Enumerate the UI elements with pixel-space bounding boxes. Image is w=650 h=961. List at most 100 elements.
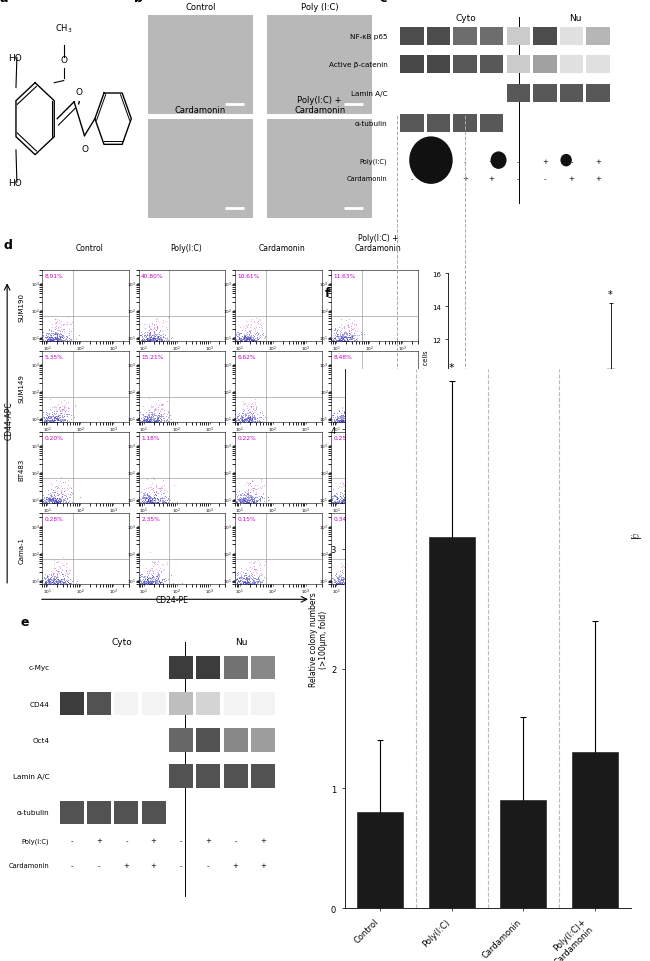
Point: [153, 402, 163, 417]
Point: [146, 344, 156, 359]
Point: [122, 315, 132, 331]
Point: [33, 410, 44, 426]
Point: [335, 586, 346, 602]
Point: [140, 412, 150, 428]
Point: [249, 341, 259, 357]
Point: [237, 574, 247, 589]
Point: [58, 499, 69, 514]
Point: [240, 494, 251, 509]
Point: [244, 586, 254, 602]
Point: [242, 573, 252, 588]
Point: [311, 313, 321, 329]
Point: [350, 493, 361, 508]
Point: [252, 414, 263, 430]
Point: [356, 411, 366, 427]
Point: [150, 583, 160, 599]
Point: [134, 416, 144, 431]
Point: [246, 413, 257, 429]
Point: [244, 425, 255, 440]
Point: [139, 333, 150, 348]
Point: [118, 319, 129, 334]
Point: [250, 334, 260, 350]
Point: [340, 412, 350, 428]
Point: [60, 505, 70, 520]
Point: [244, 582, 255, 598]
Point: [156, 398, 166, 413]
Point: [46, 411, 57, 427]
Point: [337, 576, 348, 591]
Point: [341, 555, 351, 571]
Point: [237, 351, 247, 366]
Point: [60, 335, 71, 351]
Point: [50, 336, 60, 352]
Point: [140, 330, 151, 345]
Point: [239, 583, 249, 599]
Point: [64, 401, 74, 416]
Point: [337, 584, 348, 600]
Point: [333, 420, 343, 435]
Point: [346, 566, 356, 581]
Point: [153, 333, 164, 348]
Point: [343, 571, 354, 586]
Point: [122, 321, 132, 336]
Point: [138, 418, 149, 433]
Point: [45, 422, 55, 437]
Point: [120, 315, 130, 331]
Point: [122, 313, 133, 329]
Point: [21, 395, 31, 410]
Point: [138, 336, 148, 352]
Point: [148, 502, 158, 517]
Point: [55, 491, 66, 506]
Point: [233, 583, 243, 599]
Point: [244, 416, 254, 431]
Point: [333, 503, 344, 518]
Point: [336, 408, 346, 424]
Point: [148, 574, 158, 589]
Point: [232, 583, 242, 599]
Point: [141, 585, 151, 601]
Point: [141, 499, 151, 514]
Point: [332, 506, 343, 522]
Point: [51, 341, 61, 357]
Point: [244, 419, 255, 434]
Point: [237, 582, 247, 598]
Point: [233, 348, 243, 363]
Point: [329, 415, 339, 431]
Point: [135, 415, 146, 431]
Point: [224, 402, 235, 417]
Point: [335, 579, 345, 595]
Point: [40, 567, 51, 582]
Point: [149, 580, 159, 596]
Point: [251, 579, 261, 595]
Point: [343, 418, 353, 433]
Point: [150, 322, 161, 337]
Point: [56, 579, 66, 595]
Point: [66, 495, 77, 510]
Point: [136, 578, 146, 593]
Point: [244, 425, 254, 440]
Point: [54, 336, 64, 352]
Point: [218, 320, 228, 335]
Point: [243, 417, 254, 432]
Point: [133, 338, 144, 354]
Point: [252, 583, 262, 599]
Point: [251, 402, 261, 417]
Point: [112, 316, 122, 332]
Point: [251, 584, 261, 600]
Point: [229, 333, 240, 349]
Point: [331, 579, 341, 594]
Point: [145, 412, 155, 428]
Point: [338, 579, 348, 594]
Point: [337, 425, 347, 440]
Point: [330, 413, 341, 429]
Point: [352, 576, 363, 591]
Point: [337, 576, 347, 591]
Point: [52, 412, 62, 428]
Point: [149, 317, 159, 333]
Point: [53, 339, 63, 355]
Point: [157, 579, 167, 594]
Point: [51, 563, 61, 579]
Point: [50, 503, 60, 518]
Point: [150, 502, 161, 517]
Point: [333, 499, 343, 514]
